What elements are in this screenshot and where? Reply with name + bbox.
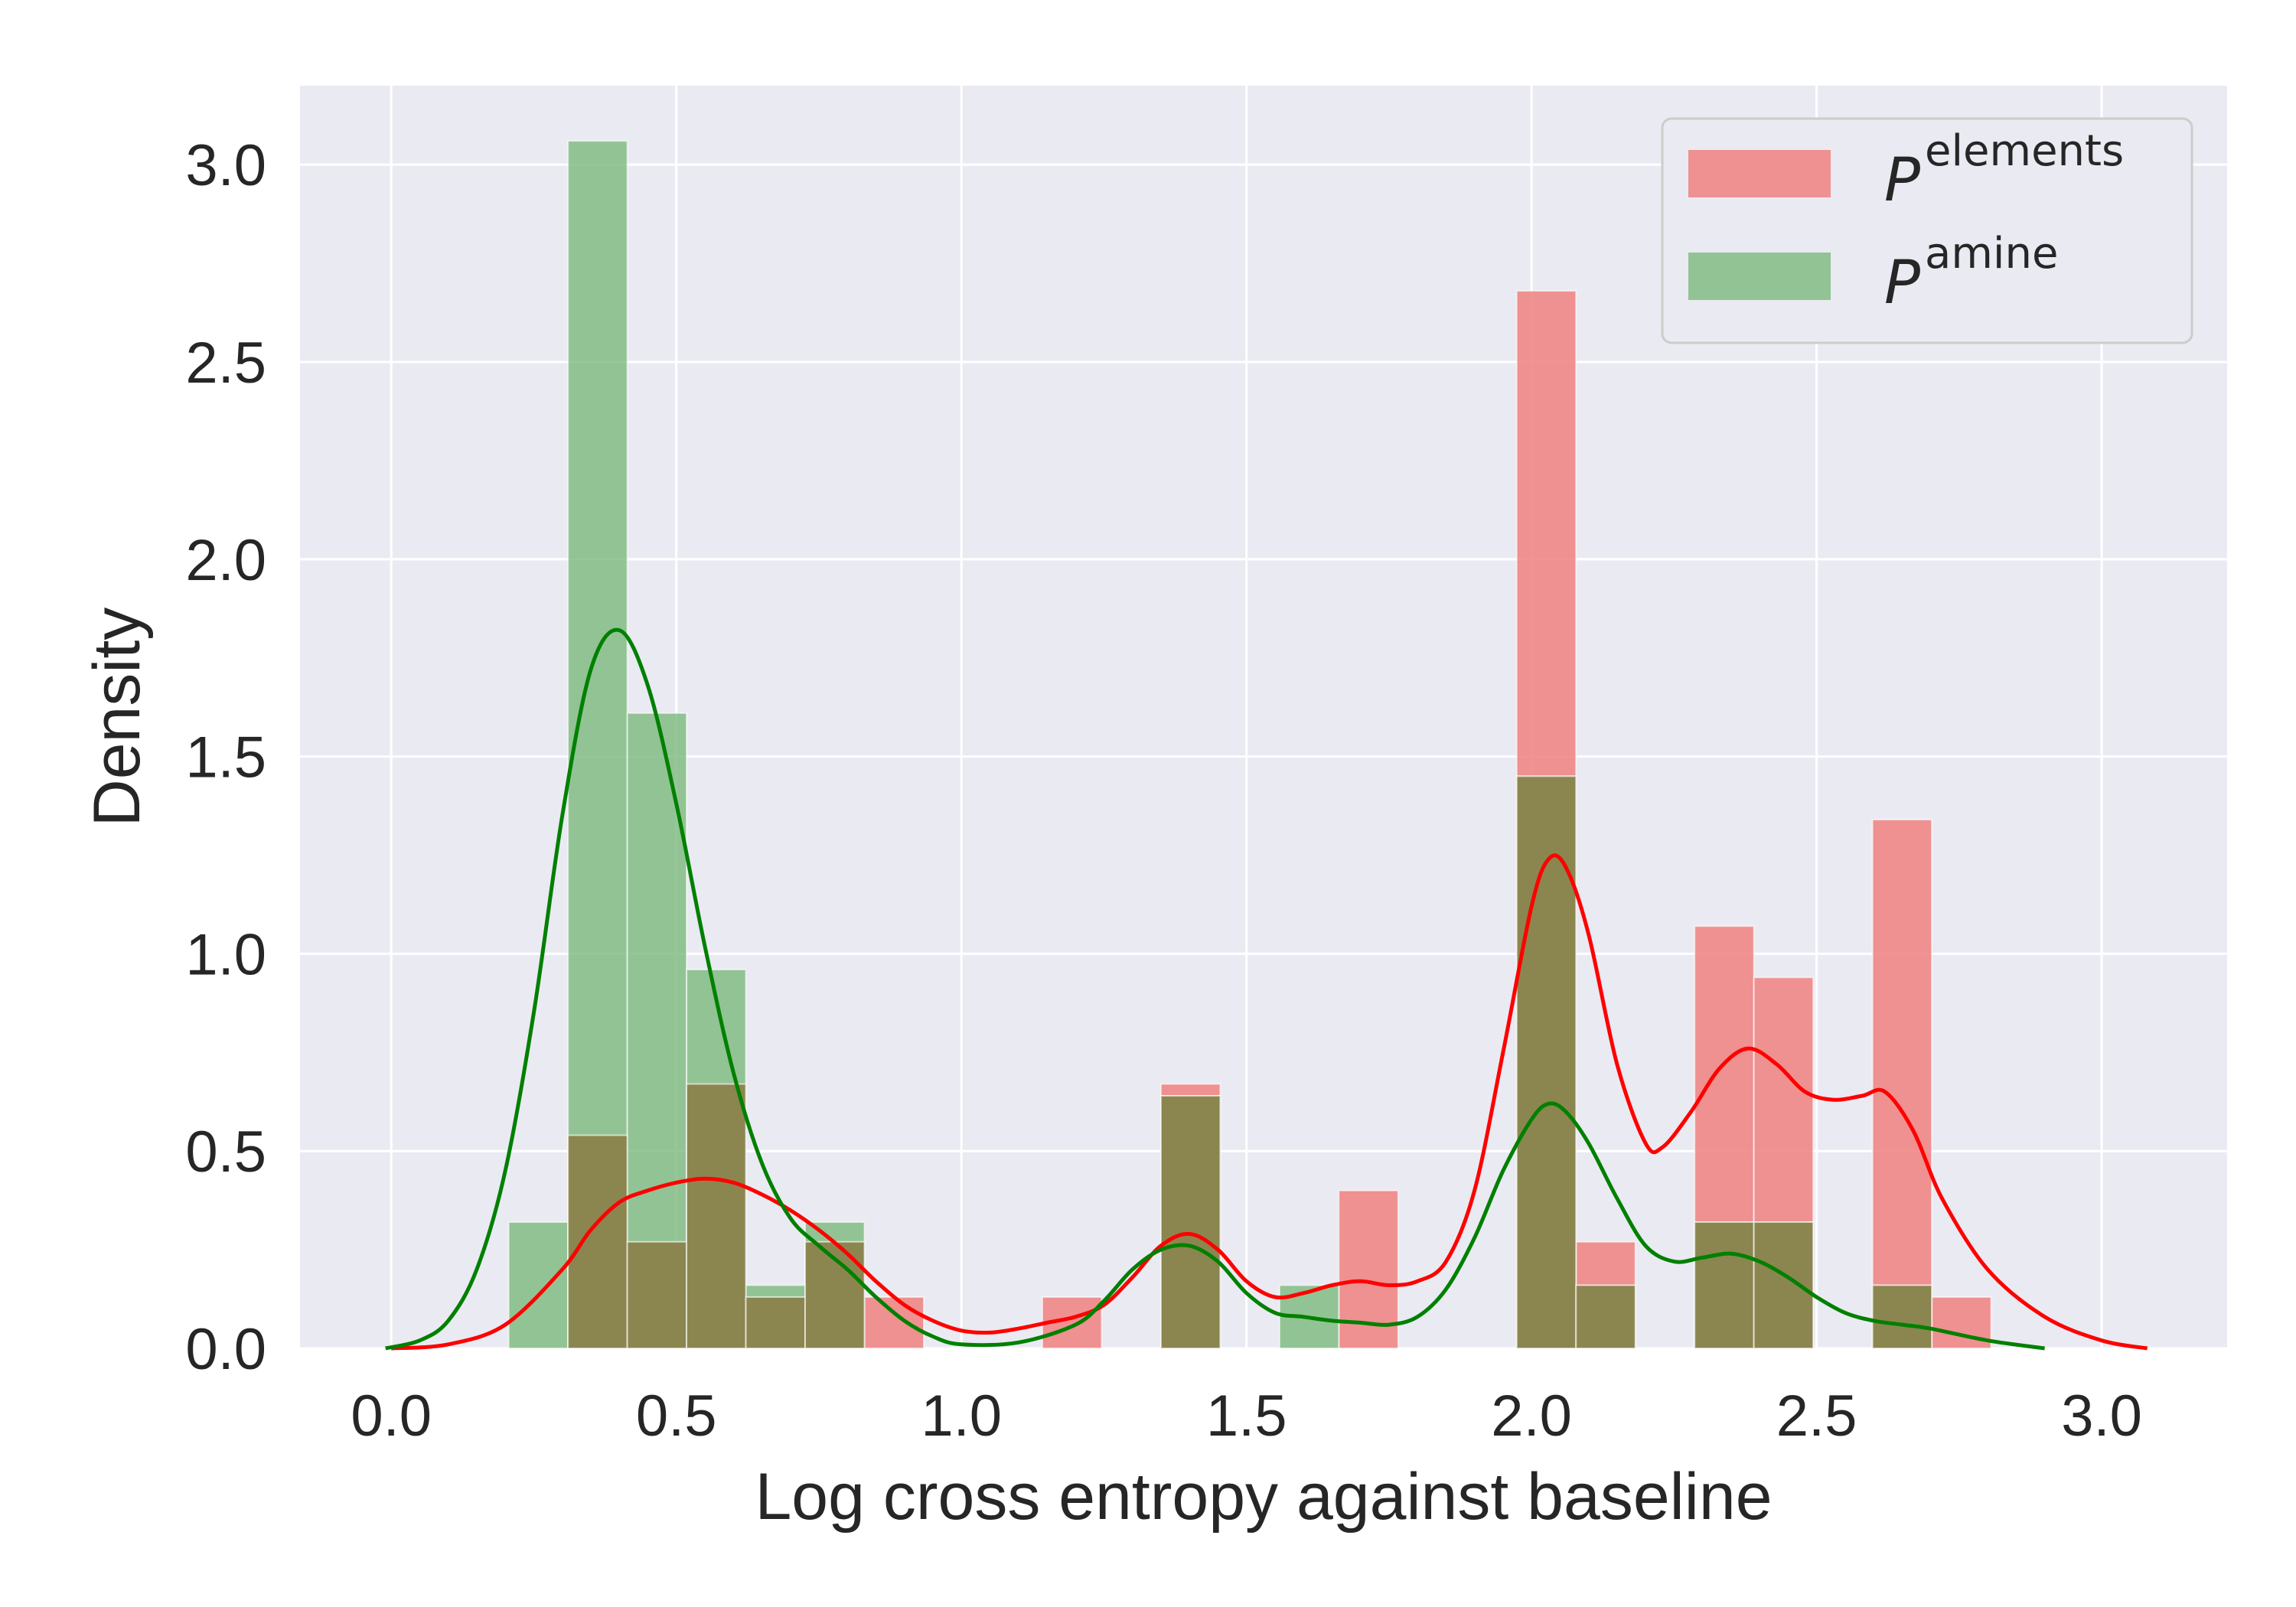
bar-overlap-13 [1871,1284,1933,1349]
bar-overlap-12 [1753,1221,1815,1349]
bar-elements-5 [863,1296,925,1349]
x-axis-label: Log cross entropy against baseline [755,1460,1772,1534]
x-tick-label-0: 0.0 [351,1384,432,1449]
y-tick-label-5: 2.5 [185,331,266,396]
x-tick-label-4: 2.0 [1491,1384,1572,1449]
y-tick-label-1: 0.5 [185,1120,266,1185]
kde-curves [385,627,2148,1351]
legend-label-amine-base: P [1884,249,1920,318]
kde-line-elements [391,853,2148,1351]
bar-overlap-1 [626,1240,688,1349]
legend-swatch-elements [1688,150,1831,197]
bar-overlap-7 [1159,1095,1221,1349]
bar-amine-0 [507,1221,569,1349]
y-tick-label-3: 1.5 [185,725,266,790]
y-tick-labels: 0.0 0.5 1.0 1.5 2.0 2.5 3.0 [185,133,266,1382]
x-tick-label-3: 1.5 [1206,1384,1287,1449]
legend-label-elements-base: P [1884,146,1920,215]
y-tick-label-0: 0.0 [185,1317,266,1382]
x-tick-label-1: 0.5 [636,1384,717,1449]
bars-amine [507,140,1933,1349]
bar-overlap-2 [686,1083,747,1349]
x-tick-label-6: 3.0 [2061,1384,2142,1449]
y-tick-label-4: 2.0 [185,528,266,593]
bar-elements-13 [1871,819,1933,1349]
bar-overlap-10 [1575,1284,1636,1349]
bar-overlap-0 [567,1134,628,1349]
legend-label-amine-sup: amine [1925,229,2058,279]
kde-line-amine [385,627,2045,1351]
x-tick-label-2: 1.0 [921,1384,1002,1449]
bar-overlap-3 [745,1296,807,1349]
y-tick-label-6: 3.0 [185,133,266,198]
x-tick-label-5: 2.5 [1776,1384,1857,1449]
legend-swatch-amine [1688,253,1831,300]
y-tick-label-2: 1.0 [185,922,266,987]
bar-overlap-11 [1694,1221,1755,1349]
x-tick-labels: 0.0 0.5 1.0 1.5 2.0 2.5 3.0 [351,1384,2142,1449]
y-axis-label: Density [80,608,154,827]
legend-label-elements-sup: elements [1925,126,2124,176]
